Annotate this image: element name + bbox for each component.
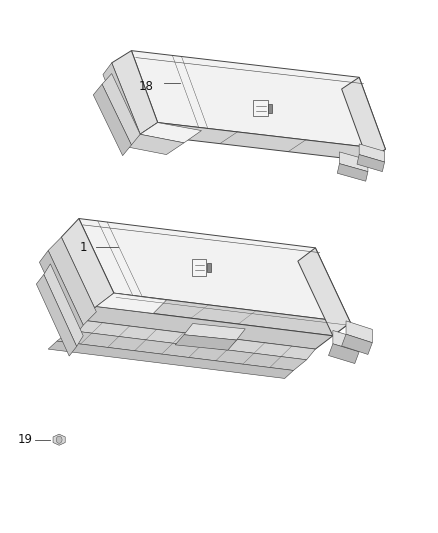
Polygon shape <box>140 123 201 143</box>
Polygon shape <box>333 330 359 352</box>
Polygon shape <box>342 334 372 354</box>
Polygon shape <box>48 237 96 325</box>
Polygon shape <box>70 320 315 360</box>
Circle shape <box>56 436 62 443</box>
Polygon shape <box>93 84 131 156</box>
Polygon shape <box>44 264 83 346</box>
Polygon shape <box>346 321 372 343</box>
Polygon shape <box>96 293 166 313</box>
Polygon shape <box>184 324 245 340</box>
Polygon shape <box>39 251 83 337</box>
Text: 19: 19 <box>18 433 33 446</box>
Polygon shape <box>48 341 293 378</box>
Text: 18: 18 <box>138 80 153 93</box>
Polygon shape <box>96 293 350 336</box>
Polygon shape <box>57 330 307 370</box>
Polygon shape <box>337 164 368 181</box>
Polygon shape <box>253 100 268 116</box>
Polygon shape <box>61 219 114 312</box>
Polygon shape <box>102 74 140 145</box>
Polygon shape <box>36 274 77 356</box>
Polygon shape <box>328 344 359 364</box>
Polygon shape <box>79 306 333 349</box>
Polygon shape <box>359 144 385 162</box>
Polygon shape <box>357 155 385 172</box>
Polygon shape <box>79 219 350 322</box>
Polygon shape <box>298 248 350 336</box>
Polygon shape <box>339 152 368 172</box>
Polygon shape <box>131 51 385 149</box>
Polygon shape <box>207 263 211 272</box>
Polygon shape <box>175 335 237 350</box>
Polygon shape <box>112 51 158 134</box>
Polygon shape <box>140 123 385 161</box>
Polygon shape <box>123 134 184 155</box>
Polygon shape <box>268 103 272 113</box>
Text: 1: 1 <box>80 241 88 254</box>
Polygon shape <box>342 77 385 161</box>
Polygon shape <box>192 260 206 276</box>
Polygon shape <box>53 434 65 445</box>
Polygon shape <box>103 63 140 146</box>
